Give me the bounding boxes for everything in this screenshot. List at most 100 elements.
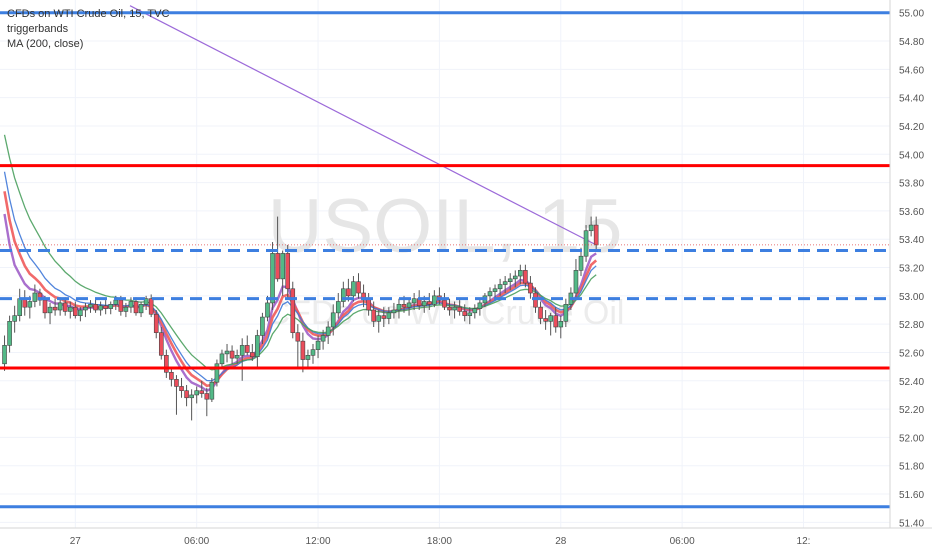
candle-body [472,308,478,314]
candle-body [199,390,205,394]
candle-body [138,304,144,314]
price-tick-label: 51.80 [899,462,924,473]
candle-body [214,363,220,383]
candle-body [406,302,412,308]
candle-body [553,315,559,328]
candle-body [341,288,346,302]
candle-body [300,340,306,360]
candle-body [93,304,98,311]
candle-body [578,255,584,271]
candle-body [588,224,594,232]
candle-body [184,390,189,399]
candle-body [346,288,351,297]
candle-body [452,306,457,311]
candle-body [356,281,361,294]
candle-body [310,349,316,356]
candle-body [2,345,7,365]
price-tick-label: 53.80 [899,179,924,190]
candle-body [487,291,493,297]
candle-body [174,379,179,387]
price-tick-label: 52.80 [899,320,924,331]
candle-body [27,301,33,308]
candle-body [275,253,280,280]
grid [0,0,890,528]
indicator-triggerbands[interactable]: triggerbands [7,23,69,35]
candle-body [497,284,503,290]
price-tick-label: 53.00 [899,292,924,303]
candle-body [52,306,58,311]
candle-body [73,306,78,316]
candle-body [244,345,250,353]
candle-body [330,312,336,328]
candle-body [325,326,331,336]
candle-body [224,350,230,355]
candle-body [209,381,215,400]
price-tick-label: 52.60 [899,348,924,359]
price-axis: 55.00 54.80 54.60 54.40 54.20 54.00 53.80 53.60… [889,0,932,550]
indicator-ma200[interactable]: MA (200, close) [7,38,84,50]
time-tick-label: 06:00 [670,536,695,547]
candle-body [411,298,417,304]
price-tick-label: 51.40 [899,518,924,529]
candle-body [528,282,533,294]
price-tick-label: 53.40 [899,235,924,246]
candle-body [593,224,599,246]
candle-body [67,306,73,312]
candle-body [421,301,427,307]
price-tick-label: 51.60 [899,490,924,501]
candle-body [538,306,543,319]
candle-body [194,390,199,396]
time-axis: 27 06:00 12:00 18:00 28 06:00 12: [0,527,932,547]
price-tick-label: 54.40 [899,94,924,105]
candle-body [169,371,174,380]
candle-body [204,393,210,400]
price-tick-label: 55.00 [899,9,924,20]
chart-legend: CFDs on WTI Crude Oil, 15, TVC triggerba… [7,7,169,52]
symbol-title[interactable]: CFDs on WTI Crude Oil, 15, TVC [7,8,170,20]
candle-body [108,304,114,309]
candle-body [391,309,397,314]
candle-body [148,298,154,315]
candle-body [512,275,518,280]
candle-body [103,305,108,309]
candle-body [401,304,407,308]
candle-body [143,298,149,305]
candle-body [371,309,376,322]
candle-body [432,295,437,305]
candle-body [270,253,275,304]
candle-body [305,355,311,360]
candle-body [462,311,467,316]
candle-body [57,302,63,311]
candle-body [280,253,285,280]
candle-body [563,304,569,322]
ma200-line [129,5,597,246]
candle-body [47,306,53,314]
candle-body [153,313,159,333]
candle-body [83,306,88,311]
candle-body [62,302,68,312]
candle-body [518,270,523,277]
candle-body [118,299,124,312]
time-tick-label: 28 [555,536,567,547]
candle-body [32,292,38,302]
candle-body [320,335,326,342]
candle-body [548,315,553,322]
time-tick-label: 06:00 [184,536,209,547]
candle-body [447,306,452,311]
price-tick-label: 52.20 [899,405,924,416]
candle-body [189,394,194,399]
candle-body [250,352,255,358]
price-tick-label: 52.00 [899,433,924,444]
price-tick-label: 54.80 [899,37,924,48]
candle-body [285,253,291,290]
price-tick-label: 53.60 [899,207,924,218]
candle-body [17,298,22,316]
candle-body [477,302,483,309]
candle-body [255,335,260,358]
candle-body [219,353,225,365]
candle-body [467,312,473,316]
candle-body [523,270,528,284]
price-tick-label: 53.20 [899,264,924,275]
candle-body [239,345,245,356]
